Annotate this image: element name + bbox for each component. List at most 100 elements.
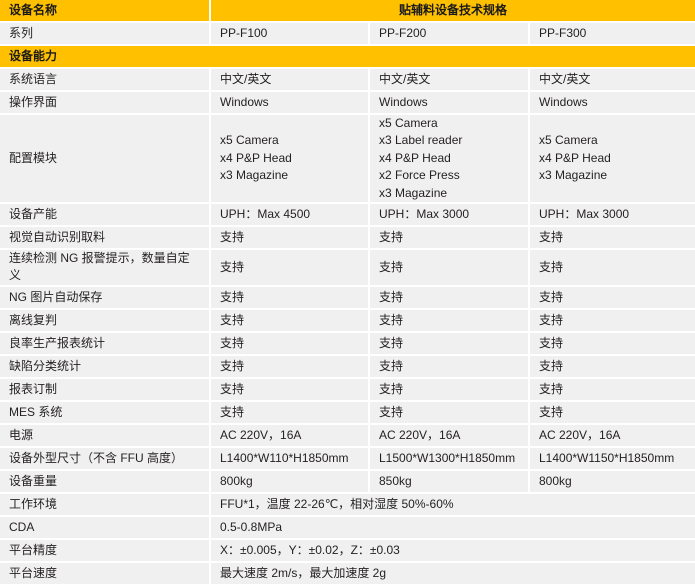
table-row: NG 图片自动保存 支持 支持 支持 xyxy=(0,285,695,310)
table-row-merged: 工作环境 FFU*1，温度 22-26℃，相对湿度 50%-60% xyxy=(0,492,695,517)
row-label: 报表订制 xyxy=(0,377,211,402)
row-value-1: 支持 xyxy=(210,225,370,250)
row-label: 设备外型尺寸（不含 FFU 高度） xyxy=(0,446,211,471)
table-row: 报表订制 支持 支持 支持 xyxy=(0,377,695,402)
row-value-3: 支持 xyxy=(529,377,695,402)
row-value-2: 支持 xyxy=(369,225,530,250)
row-label: 缺陷分类统计 xyxy=(0,354,211,379)
row-value-3: 支持 xyxy=(529,285,695,310)
row-label: 连续检测 NG 报警提示，数量自定义 xyxy=(0,248,211,287)
row-label: MES 系统 xyxy=(0,400,211,425)
row-value-3: Windows xyxy=(529,91,695,115)
config-module-line: x4 P&P Head xyxy=(220,150,292,165)
table-row: 设备产能 UPH：Max 4500 UPH：Max 3000 UPH：Max 3… xyxy=(0,202,695,227)
row-value-3: 支持 xyxy=(529,354,695,379)
config-module-line: x4 P&P Head xyxy=(379,150,451,165)
series-value-3: PP-F300 xyxy=(529,22,695,46)
row-value-merged: 0.5-0.8MPa xyxy=(210,515,695,540)
row-value-1: 支持 xyxy=(210,400,370,425)
row-value-2: UPH：Max 3000 xyxy=(369,202,530,227)
table-row: 系统语言 中文/英文 中文/英文 中文/英文 xyxy=(0,68,695,92)
row-value-3: UPH：Max 3000 xyxy=(529,202,695,227)
header-band-title: 贴辅料设备技术规格 xyxy=(210,0,695,23)
row-value-1: x5 Camera x4 P&P Head x3 Magazine xyxy=(210,114,370,204)
row-label: 配置模块 xyxy=(0,114,211,204)
table-row: 设备重量 800kg 850kg 800kg xyxy=(0,469,695,494)
row-value-2: 850kg xyxy=(369,469,530,494)
row-value-1: Windows xyxy=(210,91,370,115)
row-value-1: AC 220V，16A xyxy=(210,423,370,448)
row-value-1: 支持 xyxy=(210,354,370,379)
config-module-line: x5 Camera xyxy=(379,116,438,130)
row-value-2: 支持 xyxy=(369,377,530,402)
row-value-2: AC 220V，16A xyxy=(369,423,530,448)
row-label: 设备重量 xyxy=(0,469,211,494)
row-value-3: 中文/英文 xyxy=(529,68,695,92)
table-row-merged: CDA 0.5-0.8MPa xyxy=(0,515,695,540)
row-label: 操作界面 xyxy=(0,91,211,115)
config-module-line: x2 Force Press xyxy=(379,168,460,183)
row-value-2: x5 Camera x3 Label reader x4 P&P Head x2 Fo… xyxy=(369,114,530,204)
table-row-merged: 平台精度 X：±0.005，Y：±0.02，Z：±0.03 xyxy=(0,538,695,563)
row-value-2: 中文/英文 xyxy=(369,68,530,92)
row-value-2: 支持 xyxy=(369,285,530,310)
table-row: 良率生产报表统计 支持 支持 支持 xyxy=(0,331,695,356)
row-label: 工作环境 xyxy=(0,492,211,517)
table-row: 离线复判 支持 支持 支持 xyxy=(0,308,695,333)
row-value-3: 800kg xyxy=(529,469,695,494)
row-value-3: 支持 xyxy=(529,400,695,425)
row-value-3: 支持 xyxy=(529,308,695,333)
row-label: NG 图片自动保存 xyxy=(0,285,211,310)
config-module-line: x3 Magazine xyxy=(220,168,289,183)
row-label: 平台精度 xyxy=(0,538,211,563)
row-label: 视觉自动识别取料 xyxy=(0,225,211,250)
row-label: CDA xyxy=(0,515,211,540)
config-module-line: x3 Magazine xyxy=(379,185,448,200)
row-value-1: 支持 xyxy=(210,331,370,356)
row-label: 平台速度 xyxy=(0,561,211,586)
row-value-merged: 最大速度 2m/s，最大加速度 2g xyxy=(210,561,695,586)
table-row: 操作界面 Windows Windows Windows xyxy=(0,91,695,115)
row-value-1: UPH：Max 4500 xyxy=(210,202,370,227)
row-value-2: 支持 xyxy=(369,248,530,287)
row-value-2: 支持 xyxy=(369,354,530,379)
capability-band-label: 设备能力 xyxy=(0,45,695,69)
row-value-2: Windows xyxy=(369,91,530,115)
row-value-1: 支持 xyxy=(210,377,370,402)
table-row: 缺陷分类统计 支持 支持 支持 xyxy=(0,354,695,379)
header-band-label: 设备名称 xyxy=(0,0,211,23)
row-value-3: 支持 xyxy=(529,331,695,356)
series-row: 系列 PP-F100 PP-F200 PP-F300 xyxy=(0,22,695,46)
row-value-3: AC 220V，16A xyxy=(529,423,695,448)
table-row: MES 系统 支持 支持 支持 xyxy=(0,400,695,425)
row-value-1: L1400*W110*H1850mm xyxy=(210,446,370,471)
row-value-merged: FFU*1，温度 22-26℃，相对湿度 50%-60% xyxy=(210,492,695,517)
row-value-3: x5 Camera x4 P&P Head x3 Magazine xyxy=(529,114,695,204)
row-value-merged: X：±0.005，Y：±0.02，Z：±0.03 xyxy=(210,538,695,563)
row-label: 设备产能 xyxy=(0,202,211,227)
capability-band-row: 设备能力 xyxy=(0,45,695,69)
row-label: 离线复判 xyxy=(0,308,211,333)
row-value-1: 支持 xyxy=(210,285,370,310)
row-value-2: L1500*W1300*H1850mm xyxy=(369,446,530,471)
row-value-3: L1400*W1150*H1850mm xyxy=(529,446,695,471)
row-label: 电源 xyxy=(0,423,211,448)
row-value-3: 支持 xyxy=(529,248,695,287)
series-value-1: PP-F100 xyxy=(210,22,370,46)
config-module-line: x3 Magazine xyxy=(539,168,608,183)
row-value-1: 支持 xyxy=(210,248,370,287)
row-value-2: 支持 xyxy=(369,331,530,356)
config-module-line: x5 Camera xyxy=(539,133,598,148)
row-label: 良率生产报表统计 xyxy=(0,331,211,356)
config-module-line: x3 Label reader xyxy=(379,133,463,148)
row-value-2: 支持 xyxy=(369,400,530,425)
table-row: 电源 AC 220V，16A AC 220V，16A AC 220V，16A xyxy=(0,423,695,448)
series-value-2: PP-F200 xyxy=(369,22,530,46)
table-row-config-modules: 配置模块 x5 Camera x4 P&P Head x3 Magazine x5 … xyxy=(0,114,695,204)
series-row-label: 系列 xyxy=(0,22,211,46)
table-row: 设备外型尺寸（不含 FFU 高度） L1400*W110*H1850mm L15… xyxy=(0,446,695,471)
table-row: 连续检测 NG 报警提示，数量自定义 支持 支持 支持 xyxy=(0,248,695,287)
config-module-line: x5 Camera xyxy=(220,133,279,148)
